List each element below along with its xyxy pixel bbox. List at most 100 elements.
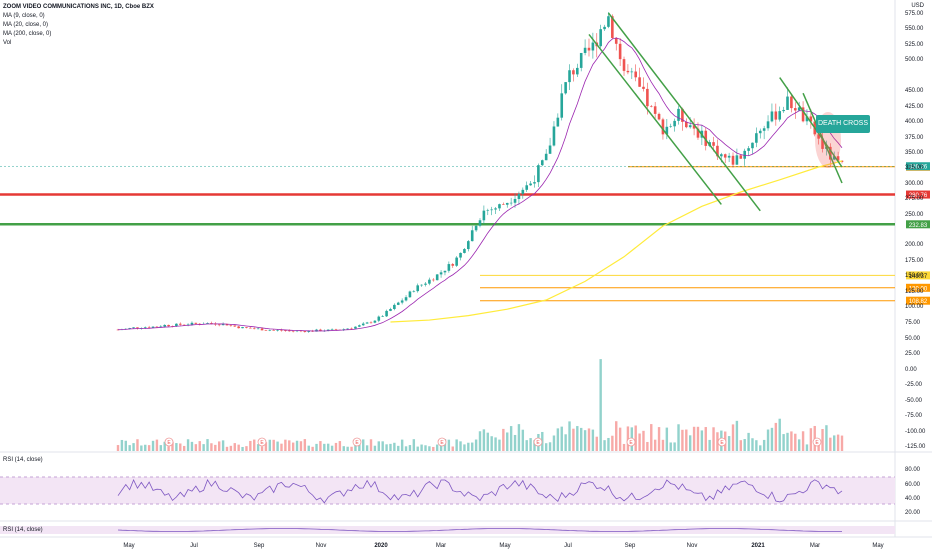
candle-body	[342, 329, 346, 330]
volume-bar	[603, 440, 606, 451]
candle-body	[225, 323, 229, 326]
volume-bar	[517, 424, 521, 451]
volume-bar	[494, 437, 497, 451]
volume-bar	[685, 429, 688, 451]
volume-bar	[225, 446, 229, 451]
candle-body	[537, 165, 540, 183]
volume-bar	[389, 443, 392, 451]
volume-bar	[731, 424, 735, 451]
candle-body	[552, 126, 556, 146]
candle-body	[241, 327, 244, 329]
volume-bar	[194, 444, 198, 451]
candle-body	[186, 324, 190, 326]
candle-body	[443, 270, 447, 273]
candle-body	[478, 220, 482, 226]
volume-bar	[319, 441, 322, 451]
candle-body	[354, 326, 357, 329]
volume-bar	[186, 439, 190, 451]
candle-body	[346, 328, 349, 330]
candle-body	[665, 126, 669, 135]
volume-bar	[175, 443, 178, 451]
volume-bar	[634, 425, 637, 451]
candle-body	[533, 182, 536, 184]
volume-bar	[393, 442, 396, 451]
volume-bar	[346, 446, 349, 451]
candle-body	[611, 16, 614, 39]
volume-bar	[502, 428, 505, 451]
volume-bar	[249, 440, 252, 451]
volume-bar	[696, 426, 700, 451]
volume-tick: -25.00	[905, 382, 923, 388]
candle-body	[544, 153, 548, 161]
candle-body	[548, 145, 552, 154]
volume-bar	[237, 444, 240, 451]
x-axis-tick: Mar	[810, 543, 820, 549]
candle-body	[182, 324, 186, 326]
candle-body	[358, 325, 361, 327]
candle-body	[217, 324, 221, 326]
candle-body	[260, 328, 264, 331]
volume-bar	[583, 430, 587, 451]
volume-bar	[474, 439, 478, 451]
candle-body	[435, 274, 439, 281]
candle-body	[626, 70, 630, 73]
candle-body	[556, 117, 560, 127]
candle-body	[490, 209, 493, 211]
volume-bar	[171, 441, 174, 451]
candle-body	[381, 316, 384, 317]
candle-body	[291, 330, 295, 332]
candle-body	[649, 106, 653, 107]
candle-body	[770, 111, 774, 122]
candle-body	[517, 193, 521, 199]
volume-bar	[700, 430, 704, 451]
volume-bar	[377, 441, 380, 451]
volume-bar	[809, 428, 813, 451]
candle-body	[793, 108, 797, 111]
candle-body	[801, 107, 805, 122]
candle-body	[572, 70, 575, 75]
candle-body	[766, 121, 770, 129]
candle-body	[692, 125, 696, 129]
candle-body	[268, 330, 272, 331]
volume-bar	[646, 441, 649, 451]
candle-body	[755, 133, 758, 143]
volume-bar	[716, 432, 719, 451]
volume-bar	[533, 440, 536, 451]
volume-bar	[435, 444, 439, 451]
earnings-marker-label: E	[815, 440, 819, 446]
volume-bar	[307, 445, 310, 451]
candle-body	[786, 96, 789, 110]
currency-label: USD	[911, 3, 924, 9]
volume-bar	[790, 431, 793, 451]
volume-bar	[650, 424, 653, 451]
volume-bar	[587, 428, 591, 451]
volume-bar	[140, 445, 143, 451]
candle-body	[696, 128, 700, 138]
candle-body	[377, 316, 381, 321]
volume-bar	[132, 443, 135, 451]
trend-line	[588, 33, 722, 205]
candle-body	[614, 38, 618, 44]
candle-body	[233, 325, 237, 327]
volume-bar	[295, 440, 299, 451]
level-price-tag	[906, 283, 930, 292]
candle-body	[295, 330, 299, 332]
candle-body	[661, 119, 665, 135]
candle-body	[272, 330, 275, 331]
last-price-tag	[906, 162, 930, 171]
candle-body	[622, 59, 626, 71]
volume-tick: 50.00	[905, 336, 921, 342]
volume-bar	[840, 435, 844, 451]
candle-body	[809, 116, 813, 122]
volume-bar	[463, 444, 466, 451]
candle-body	[494, 208, 497, 210]
level-price-label: 149.37	[909, 274, 928, 280]
candle-body	[147, 327, 151, 328]
ma200-legend: MA (200, close, 0)	[3, 31, 52, 37]
volume-bar	[622, 443, 626, 451]
volume-bar	[206, 439, 209, 451]
last-price-label: 326.26	[909, 165, 928, 171]
volume-bar	[618, 427, 622, 451]
